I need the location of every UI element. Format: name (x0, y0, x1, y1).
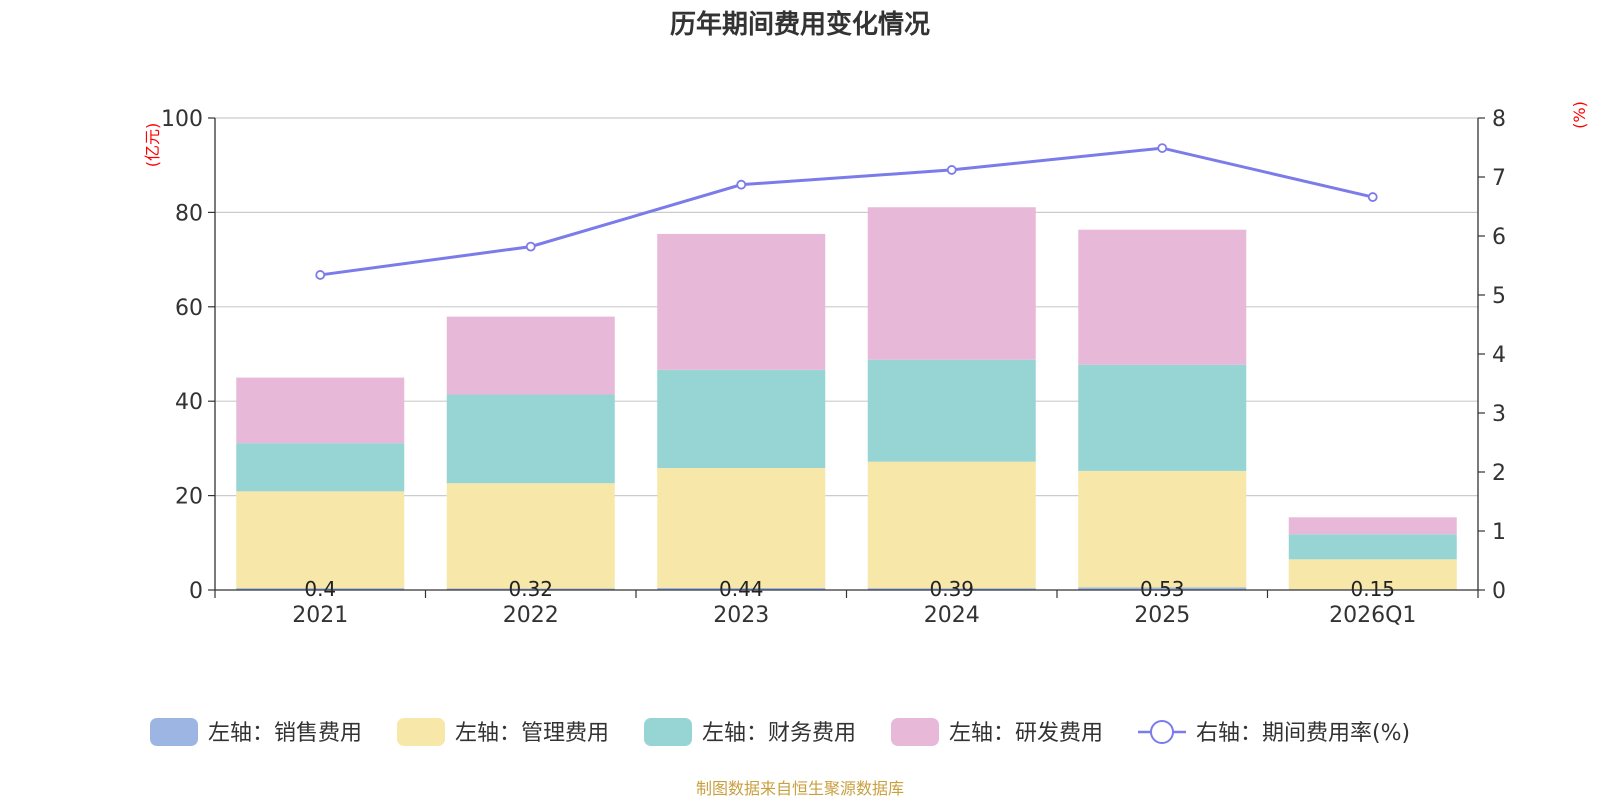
rate-point (315, 270, 326, 280)
rate-point (1367, 192, 1378, 202)
right-tick-label: 5 (1492, 284, 1506, 309)
bar-segment (1288, 517, 1457, 535)
x-tick-label: 2024 (924, 603, 980, 628)
data-label: 0.32 (508, 577, 553, 601)
bar-segment (867, 461, 1036, 589)
left-tick-label: 40 (175, 390, 203, 415)
legend-swatch (150, 718, 198, 746)
bar-segment (446, 316, 615, 395)
bar-segment (446, 588, 615, 590)
left-tick-label: 80 (175, 201, 203, 226)
legend-swatch (644, 718, 692, 746)
grid-layer (215, 117, 1478, 497)
left-tick-label: 60 (175, 296, 203, 321)
data-label: 0.53 (1140, 577, 1185, 601)
rate-point (525, 241, 536, 252)
bar-segment (867, 359, 1036, 462)
bar-segment (1078, 470, 1247, 588)
right-tick-label: 3 (1492, 402, 1506, 427)
axes-layer: 0 20 40 60 80 100 0 1 2 3 4 5 6 7 8 2021 2022 2023 2024 202… (161, 107, 1506, 628)
rate-line (320, 146, 1374, 277)
x-tick-label: 2022 (503, 603, 559, 628)
legend-label: 右轴：期间费用率(%) (1196, 721, 1410, 746)
legend-swatch (397, 718, 445, 746)
right-tick-label: 2 (1492, 461, 1506, 486)
bar-segment (1288, 559, 1457, 590)
bar-segment (1078, 587, 1247, 590)
right-tick-label: 4 (1492, 343, 1506, 368)
bar-segment (657, 233, 826, 370)
x-tick-label: 2021 (292, 603, 348, 628)
data-labels-layer: 0.4 0.32 0.44 0.39 0.53 0.15 (304, 577, 1395, 601)
legend-label: 左轴：销售费用 (208, 721, 362, 746)
line-layer (315, 143, 1378, 280)
bar-segment (1288, 534, 1457, 560)
right-tick-label: 1 (1492, 520, 1506, 545)
bar-segment (657, 369, 826, 469)
bar-segment (236, 377, 405, 444)
left-tick-label: 0 (189, 579, 203, 604)
bar-segment (657, 468, 826, 588)
data-label: 0.4 (304, 577, 336, 601)
bar-segment (236, 588, 405, 590)
bar-segment (1078, 229, 1247, 365)
bar-segment (867, 207, 1036, 360)
data-label: 0.44 (719, 577, 764, 601)
rate-point (736, 179, 747, 190)
x-tick-label: 2023 (713, 603, 769, 628)
bar-segment (236, 443, 405, 492)
bar-segment (657, 587, 826, 590)
bar-segment (446, 394, 615, 484)
legend-line-marker (1150, 720, 1174, 744)
x-tick-label: 2025 (1134, 603, 1190, 628)
data-label: 0.15 (1350, 577, 1395, 601)
rate-point (1157, 143, 1168, 153)
right-tick-label: 8 (1492, 107, 1506, 132)
bar-segment (1078, 364, 1247, 471)
right-tick-label: 7 (1492, 166, 1506, 191)
legend-swatch (891, 718, 939, 746)
right-tick-label: 6 (1492, 225, 1506, 250)
chart-title: 历年期间费用变化情况 (670, 9, 930, 40)
x-tick-label: 2026Q1 (1329, 603, 1416, 628)
legend-label: 左轴：财务费用 (702, 721, 856, 746)
bar-segment (236, 491, 405, 589)
legend-label: 左轴：研发费用 (949, 721, 1103, 746)
legend-label: 左轴：管理费用 (455, 721, 609, 746)
left-tick-label: 20 (175, 485, 203, 510)
left-tick-label: 100 (161, 107, 203, 132)
bar-segment (867, 588, 1036, 590)
left-axis-unit: (亿元) (143, 123, 162, 168)
rate-point (946, 165, 957, 175)
legend[interactable]: 左轴：销售费用 左轴：管理费用 左轴：财务费用 左轴：研发费用 右轴：期间费用率(%) (150, 718, 1410, 746)
bars-layer (236, 207, 1457, 590)
data-label: 0.39 (929, 577, 974, 601)
source-note: 制图数据来自恒生聚源数据库 (696, 779, 904, 798)
right-axis-unit: (%) (1570, 101, 1589, 129)
bar-segment (446, 483, 615, 589)
right-tick-label: 0 (1492, 579, 1506, 604)
